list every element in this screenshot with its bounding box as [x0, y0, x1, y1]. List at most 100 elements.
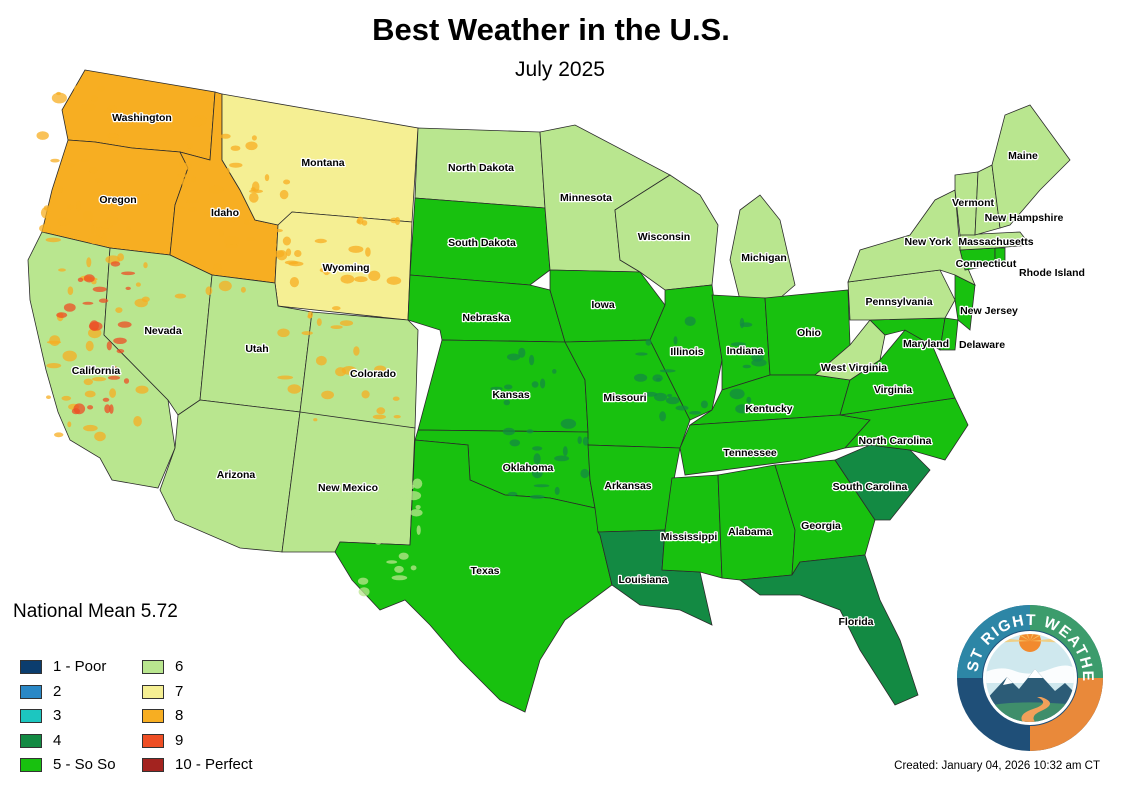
terrain-texture [205, 286, 213, 296]
state-texas [334, 439, 613, 713]
terrain-texture [97, 85, 105, 92]
terrain-texture [107, 105, 118, 110]
terrain-texture [358, 587, 370, 597]
terrain-texture [62, 163, 76, 168]
terrain-texture [332, 306, 341, 311]
terrain-texture [88, 166, 98, 174]
terrain-texture [313, 418, 318, 422]
state-label: Washington [112, 112, 172, 124]
state-label: Delaware [959, 339, 1005, 351]
terrain-texture [125, 226, 131, 231]
terrain-texture [376, 407, 386, 415]
terrain-texture [533, 484, 550, 488]
terrain-texture [106, 341, 112, 351]
legend-swatch [142, 660, 164, 674]
road-icon [1021, 697, 1050, 722]
terrain-texture [502, 427, 515, 436]
legend-swatch [20, 733, 42, 748]
legend-swatch [20, 709, 42, 724]
state-label: Maine [1008, 150, 1038, 162]
terrain-texture [410, 565, 417, 571]
state-label: Wisconsin [638, 231, 690, 243]
texture-layer [36, 85, 767, 597]
state-label: Florida [838, 616, 873, 628]
terrain-texture [181, 162, 192, 170]
terrain-texture [110, 261, 121, 267]
terrain-texture [416, 525, 421, 535]
terrain-texture [321, 390, 334, 400]
terrain-texture [115, 307, 123, 313]
state-label: California [72, 365, 121, 377]
terrain-texture [113, 366, 119, 376]
state-label: Montana [301, 157, 344, 169]
terrain-texture [54, 432, 64, 438]
state-massachusetts [959, 231, 1031, 251]
terrain-texture [117, 321, 132, 328]
terrain-texture [67, 421, 72, 428]
terrain-texture [341, 366, 357, 375]
terrain-texture [123, 378, 130, 384]
terrain-texture [412, 478, 423, 489]
state-label: Vermont [952, 197, 995, 209]
terrain-texture [76, 200, 82, 212]
terrain-texture [87, 405, 94, 410]
legend-item: 4 [20, 732, 150, 757]
snowcap-icon [1003, 669, 1043, 685]
terrain-texture [66, 204, 75, 210]
terrain-texture [392, 396, 400, 401]
terrain-texture [645, 338, 652, 346]
terrain-texture [212, 263, 223, 271]
terrain-texture [729, 388, 745, 400]
terrain-texture [140, 193, 150, 201]
terrain-texture [283, 179, 291, 185]
terrain-texture [245, 141, 258, 151]
terrain-texture [83, 274, 95, 283]
terrain-texture [552, 369, 557, 374]
terrain-texture [656, 378, 662, 382]
terrain-texture [409, 484, 415, 490]
terrain-texture [92, 286, 107, 292]
terrain-texture [387, 495, 404, 503]
terrain-texture [634, 373, 648, 382]
state-label: Missouri [603, 392, 646, 404]
terrain-texture [377, 484, 393, 490]
state-label: Illinois [670, 346, 703, 358]
terrain-texture [218, 230, 224, 237]
state-south-dakota [409, 197, 551, 286]
legend-item: 7 [142, 683, 272, 708]
terrain-texture [277, 328, 290, 338]
state-label: Texas [471, 565, 500, 577]
terrain-texture [560, 418, 577, 429]
terrain-texture [386, 276, 402, 285]
national-mean: National Mean 5.72 [13, 601, 178, 622]
terrain-texture [80, 158, 89, 162]
terrain-texture [532, 446, 543, 451]
legend-swatch [142, 758, 164, 773]
legend-item: 5 - So So [20, 756, 150, 781]
terrain-texture [405, 491, 422, 501]
terrain-texture [580, 468, 589, 479]
terrain-texture [63, 303, 76, 312]
legend-column-right: 6 7 8 9 10 - Perfect [142, 658, 272, 781]
logo-orange-arc [1030, 678, 1103, 751]
terrain-texture [116, 349, 125, 354]
terrain-texture [107, 375, 121, 380]
terrain-texture [74, 85, 79, 95]
terrain-texture [504, 384, 513, 390]
terrain-texture [83, 210, 94, 221]
terrain-texture [230, 145, 241, 151]
terrain-texture [117, 253, 124, 262]
terrain-texture [58, 185, 63, 194]
terrain-texture [113, 337, 127, 344]
terrain-texture [554, 486, 560, 495]
terrain-texture [229, 273, 239, 278]
state-nebraska [407, 274, 566, 343]
terrain-texture [340, 274, 355, 284]
terrain-texture [380, 466, 387, 477]
terrain-texture [276, 250, 288, 261]
terrain-texture [735, 404, 749, 414]
terrain-texture [135, 385, 149, 394]
state-maine [991, 104, 1071, 229]
terrain-texture [374, 365, 387, 374]
terrain-texture [529, 494, 545, 499]
